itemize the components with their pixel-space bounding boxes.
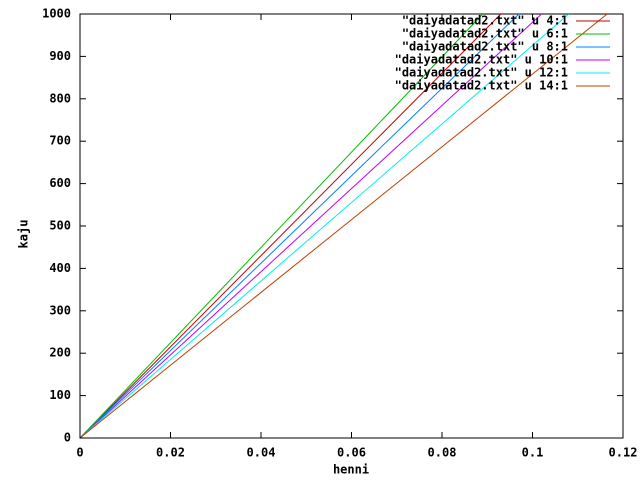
y-tick-label: 200 bbox=[49, 346, 71, 360]
x-tick-label: 0.02 bbox=[156, 446, 185, 460]
x-tick-label: 0.08 bbox=[428, 446, 457, 460]
series-line bbox=[80, 14, 608, 438]
x-tick-label: 0.1 bbox=[522, 446, 544, 460]
y-tick-label: 800 bbox=[49, 91, 71, 105]
legend-label: "daiyadatad2.txt" u 4:1 bbox=[402, 14, 568, 28]
x-tick-label: 0.06 bbox=[337, 446, 366, 460]
y-tick-label: 900 bbox=[49, 49, 71, 63]
y-axis-label: kaju bbox=[17, 220, 31, 249]
legend-label: "daiyadatad2.txt" u 8:1 bbox=[402, 40, 568, 54]
series-line bbox=[80, 14, 502, 438]
series-line bbox=[80, 14, 484, 438]
x-tick-label: 0.12 bbox=[609, 446, 638, 460]
y-tick-label: 300 bbox=[49, 303, 71, 317]
y-tick-label: 100 bbox=[49, 388, 71, 402]
legend-label: "daiyadatad2.txt" u 6:1 bbox=[402, 27, 568, 41]
series-line bbox=[80, 14, 570, 438]
legend-label: "daiyadatad2.txt" u 14:1 bbox=[395, 79, 568, 93]
y-tick-label: 600 bbox=[49, 176, 71, 190]
y-tick-label: 400 bbox=[49, 261, 71, 275]
x-tick-label: 0 bbox=[76, 446, 83, 460]
x-tick-label: 0.04 bbox=[247, 446, 276, 460]
y-tick-label: 1000 bbox=[42, 7, 71, 21]
x-axis-label: henni bbox=[333, 463, 369, 477]
legend-label: "daiyadatad2.txt" u 10:1 bbox=[395, 53, 568, 67]
y-tick-label: 0 bbox=[64, 431, 71, 445]
series-line bbox=[80, 14, 542, 438]
plot-lines bbox=[80, 14, 608, 438]
legend-label: "daiyadatad2.txt" u 12:1 bbox=[395, 66, 568, 80]
y-tick-label: 700 bbox=[49, 134, 71, 148]
series-line bbox=[80, 14, 520, 438]
y-tick-label: 500 bbox=[49, 219, 71, 233]
